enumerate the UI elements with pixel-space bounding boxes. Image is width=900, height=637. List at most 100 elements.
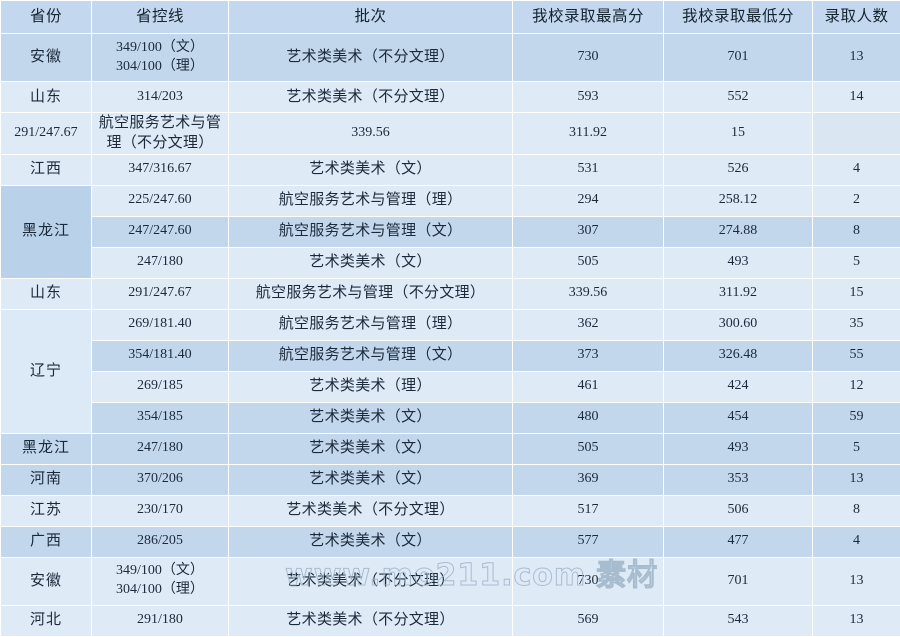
cell-control-line: 349/100（文）304/100（理） [92, 557, 229, 605]
cell-highest-score: 373 [513, 340, 664, 371]
cell-lowest-score: 258.12 [664, 185, 813, 216]
column-header-highest-score: 我校录取最高分 [513, 1, 664, 34]
cell-province: 安徽 [1, 34, 92, 82]
cell-lowest-score: 506 [664, 495, 813, 526]
cell-highest-score: 307 [513, 216, 664, 247]
cell-lowest-score: 353 [664, 464, 813, 495]
cell-highest-score: 730 [513, 557, 664, 605]
cell-highest-score: 505 [513, 247, 664, 278]
cell-lowest-score: 326.48 [664, 340, 813, 371]
cell-lowest-score: 701 [664, 34, 813, 82]
cell-control-line: 269/181.40 [92, 309, 229, 340]
cell-batch: 艺术类美术（文） [229, 154, 513, 185]
cell-highest-score: 294 [513, 185, 664, 216]
cell-control-line: 314/203 [92, 82, 229, 113]
cell-admitted-count: 2 [813, 185, 900, 216]
cell-lowest-score: 543 [664, 605, 813, 636]
cell-control-line: 370/206 [92, 464, 229, 495]
cell-admitted-count: 15 [813, 278, 900, 309]
cell-batch: 艺术类美术（文） [229, 433, 513, 464]
cell-province: 广西 [1, 526, 92, 557]
cell-lowest-score: 274.88 [664, 216, 813, 247]
cell-control-line: 247/180 [92, 247, 229, 278]
cell-highest-score: 577 [513, 526, 664, 557]
cell-admitted-count: 55 [813, 340, 900, 371]
cell-batch: 艺术类美术（不分文理） [229, 82, 513, 113]
cell-batch: 艺术类美术（文） [229, 526, 513, 557]
cell-admitted-count: 13 [813, 34, 900, 82]
cell-batch: 航空服务艺术与管理（理） [229, 185, 513, 216]
cell-highest-score: 480 [513, 402, 664, 433]
cell-control-line: 291/247.67 [1, 113, 92, 155]
cell-province: 辽宁 [1, 309, 92, 433]
cell-control-line: 291/247.67 [92, 278, 229, 309]
cell-batch: 航空服务艺术与管理（不分文理） [92, 113, 229, 155]
cell-control-line: 269/185 [92, 371, 229, 402]
cell-admitted-count: 12 [813, 371, 900, 402]
cell-batch: 艺术类美术（文） [229, 402, 513, 433]
cell-batch: 艺术类美术（文） [229, 247, 513, 278]
cell-control-line: 286/205 [92, 526, 229, 557]
cell-lowest-score: 424 [664, 371, 813, 402]
column-header-admitted-count: 录取人数 [813, 1, 900, 34]
cell-batch: 艺术类美术（不分文理） [229, 495, 513, 526]
cell-highest-score: 339.56 [229, 113, 513, 155]
cell-admitted-count: 8 [813, 216, 900, 247]
cell-province: 黑龙江 [1, 433, 92, 464]
column-header-batch: 批次 [229, 1, 513, 34]
cell-batch: 航空服务艺术与管理（文） [229, 340, 513, 371]
header-row: 省份 省控线 批次 我校录取最高分 我校录取最低分 录取人数 [1, 1, 900, 34]
cell-lowest-score: 311.92 [513, 113, 664, 155]
cell-control-line: 291/180 [92, 605, 229, 636]
cell-lowest-score: 493 [664, 433, 813, 464]
table-header: 省份 省控线 批次 我校录取最高分 我校录取最低分 录取人数 [1, 1, 900, 34]
cell-control-line: 247/180 [92, 433, 229, 464]
cell-batch: 艺术类美术（不分文理） [229, 34, 513, 82]
cell-lowest-score: 477 [664, 526, 813, 557]
cell-admitted-count: 4 [813, 526, 900, 557]
cell-highest-score: 339.56 [513, 278, 664, 309]
cell-admitted-count: 8 [813, 495, 900, 526]
cell-highest-score: 730 [513, 34, 664, 82]
cell-batch: 艺术类美术（理） [229, 371, 513, 402]
cell-admitted-count: 5 [813, 247, 900, 278]
cell-admitted-count: 15 [664, 113, 813, 155]
cell-admitted-count: 14 [813, 82, 900, 113]
cell-province: 河北 [1, 605, 92, 636]
cell-lowest-score: 300.60 [664, 309, 813, 340]
cell-lowest-score: 701 [664, 557, 813, 605]
cell-admitted-count: 4 [813, 154, 900, 185]
cell-highest-score: 531 [513, 154, 664, 185]
cell-highest-score: 369 [513, 464, 664, 495]
cell-batch: 航空服务艺术与管理（理） [229, 309, 513, 340]
cell-control-line: 247/247.60 [92, 216, 229, 247]
cell-province: 山东 [1, 278, 92, 309]
cell-control-line: 225/247.60 [92, 185, 229, 216]
cell-control-line: 354/181.40 [92, 340, 229, 371]
cell-lowest-score: 552 [664, 82, 813, 113]
cell-highest-score: 569 [513, 605, 664, 636]
cell-admitted-count: 5 [813, 433, 900, 464]
cell-control-line: 349/100（文）304/100（理） [92, 34, 229, 82]
cell-batch: 航空服务艺术与管理（文） [229, 216, 513, 247]
column-header-province: 省份 [1, 1, 92, 34]
cell-highest-score: 461 [513, 371, 664, 402]
cell-control-line: 354/185 [92, 402, 229, 433]
column-header-lowest-score: 我校录取最低分 [664, 1, 813, 34]
